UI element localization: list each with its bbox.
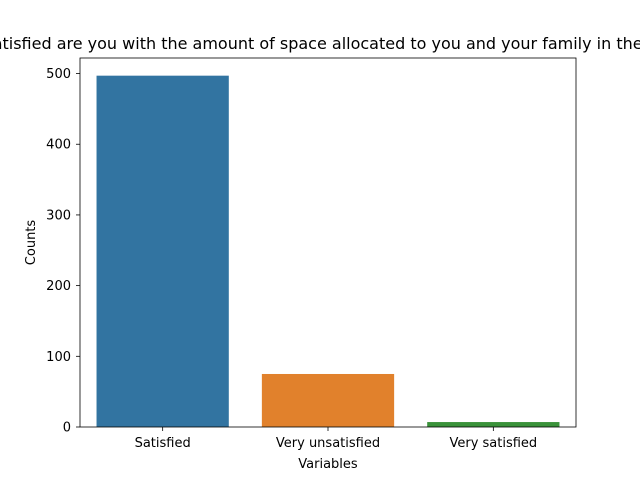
plot-area [96, 75, 560, 427]
chart-title: How satisfied are you with the amount of… [0, 34, 640, 53]
y-tick-label: 200 [46, 279, 71, 294]
x-axis-label: Variables [298, 457, 358, 472]
y-tick-label: 0 [63, 421, 71, 436]
y-tick-label: 500 [46, 67, 71, 82]
x-tick-label: Satisfied [135, 436, 191, 451]
bar-very-satisfied [427, 422, 560, 427]
y-axis-label: Counts [24, 220, 39, 266]
bar-satisfied [96, 75, 229, 427]
bar-very-unsatisfied [261, 373, 395, 427]
x-tick-label: Very unsatisfied [276, 436, 380, 451]
y-tick-label: 100 [46, 350, 71, 365]
axes-frame [79, 57, 577, 428]
y-tick-label: 300 [46, 208, 71, 223]
y-axis: 0 100 200 300 400 500 [46, 67, 80, 436]
x-axis: Satisfied Very unsatisfied Very satisfied [135, 427, 537, 451]
y-tick-label: 400 [46, 138, 71, 153]
x-tick-label: Very satisfied [449, 436, 537, 451]
